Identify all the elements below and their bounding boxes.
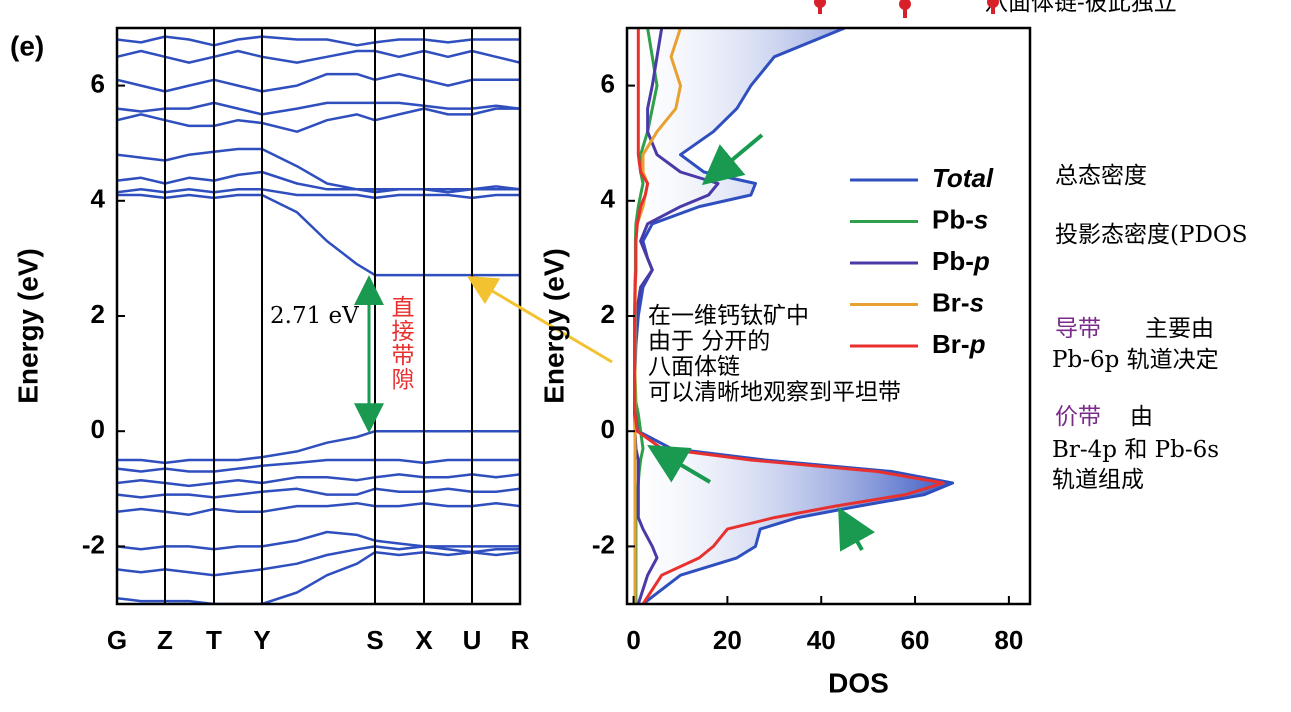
band [117,473,520,488]
band [117,35,520,47]
total-dos-note: 总态密度 [1055,163,1147,189]
y-tick-label: 4 [91,184,106,214]
band [117,545,520,577]
band [117,49,520,64]
gap-type: 直接带隙 [387,295,415,391]
dos-fill [633,28,953,604]
x-tick-label: 20 [713,625,742,655]
y-tick-label: 2 [91,299,105,329]
x-tick-label: Z [157,625,173,655]
x-tick-label: G [107,625,127,655]
y-tick-label: 4 [601,184,616,214]
flat-band-note: 在一维钙钛矿中 [648,303,809,329]
flat-band-note: 八面体链 [648,354,740,380]
band [117,188,520,200]
band [117,550,520,604]
y-tick-label: 0 [601,414,615,444]
y-tick-label: -2 [82,529,105,559]
y-axis-title: Energy (eV) [12,248,43,404]
vb-detail: Br-4p 和 Pb-6s [1052,437,1219,463]
top-note: 八面体链-彼此独立 [985,0,1177,16]
cb-label: 导带 [1055,316,1101,342]
flat-band-arrow [466,275,613,364]
flat-band-note: 可以清晰地观察到平坦带 [648,380,901,406]
band [117,501,520,516]
vb-label: 价带 [1055,404,1101,430]
band [117,487,520,499]
pins [814,0,999,18]
plot-area [633,28,955,604]
band [117,72,520,93]
cb-text: 主要由 [1145,316,1214,342]
flat-band-note: 由于 分开的 [648,329,770,355]
y-tick-label: 6 [601,68,615,98]
vb-text: 由 [1130,404,1153,430]
band [117,429,520,465]
x-axis-title: DOS [828,667,889,698]
figure-label: (e) [10,30,44,61]
x-tick-label: S [366,625,383,655]
x-tick-label: X [415,625,433,655]
band [117,101,520,116]
pointer-arrow [647,444,712,484]
band [117,147,520,194]
pointer-arrow [701,133,764,186]
plot-area [117,35,520,604]
legend-label: Br-p [932,329,986,359]
legend-label: Br-s [932,287,984,317]
y-tick-label: -2 [592,529,615,559]
plot-frame [625,26,1032,606]
cb-detail: Pb-6p 轨道决定 [1052,347,1219,373]
vb-detail: 轨道组成 [1052,467,1144,493]
gap-label: 2.71 eV [270,303,359,329]
pointer-arrow [838,507,876,552]
x-tick-label: 40 [807,625,836,655]
legend-label: Pb-s [932,204,988,234]
band [117,193,520,277]
y-tick-label: 6 [91,68,105,98]
y-tick-label: 0 [91,414,105,444]
band [117,458,520,473]
band [117,530,520,551]
x-tick-label: 80 [994,625,1023,655]
band [117,170,520,194]
legend-label: Pb-p [932,246,990,276]
x-tick-label: T [206,625,222,655]
x-tick-label: 60 [901,625,930,655]
y-tick-label: 2 [601,299,615,329]
pdos-note: 投影态密度(PDOS [1055,222,1248,248]
legend-label: Total [932,163,994,193]
x-tick-label: R [511,625,530,655]
dos-curve [633,28,945,604]
band [117,107,520,133]
x-tick-label: Y [253,625,270,655]
y-axis-title: Energy (eV) [538,248,569,404]
plot-frame [115,26,522,606]
x-tick-label: U [463,625,482,655]
x-tick-label: 0 [626,625,640,655]
